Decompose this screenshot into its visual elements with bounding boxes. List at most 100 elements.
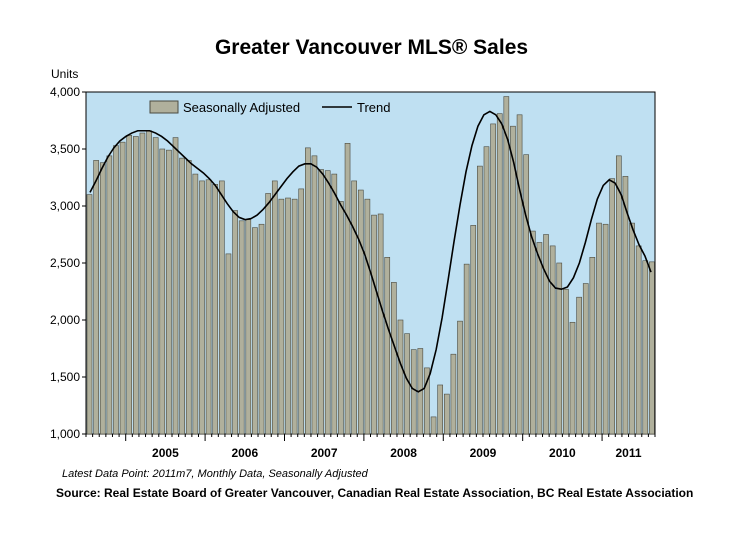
bar-56 [457,320,463,435]
bar-40 [351,180,357,435]
x-year-label: 2006 [231,446,258,460]
bar-69 [543,234,549,435]
chart-title: Greater Vancouver MLS® Sales [214,36,529,59]
x-year-label: 2005 [152,446,179,460]
bar-33 [305,147,311,435]
bar-65 [516,114,523,435]
legend: Seasonally Adjusted Trend [149,100,390,115]
bar-78 [602,223,609,435]
bar-42 [364,198,371,435]
bar-76 [589,256,596,435]
bar-53 [437,384,443,435]
bar-44 [377,213,384,435]
x-axis: 2005 2006 2007 2008 2009 2010 2011 [85,434,656,460]
x-year-label: 2010 [549,446,576,460]
bar-45 [384,256,391,435]
bar-83 [635,245,642,435]
bar-26 [258,223,265,435]
bar-6 [126,135,133,435]
bar-75 [582,283,589,435]
bar-59 [477,165,483,435]
bar-3 [106,155,113,435]
bar-17 [199,180,205,435]
bar-31 [291,198,298,435]
bar-46 [391,282,397,435]
bar-54 [443,393,450,435]
bar-16 [192,173,199,435]
bar-0 [86,194,93,435]
bar-52 [430,416,437,435]
bar-11 [159,148,166,435]
bar-79 [609,178,616,435]
bar-2 [99,162,106,435]
bar-22 [232,210,238,435]
bar-85 [649,261,655,435]
footnote: Latest Data Point: 2011m7, Monthly Data,… [62,468,368,480]
bar-21 [225,253,232,435]
bar-4 [113,145,119,435]
bar-51 [424,367,430,435]
bar-43 [371,214,377,435]
bar-15 [185,160,192,435]
y-axis: 1,000 1,500 2,000 2,500 3,000 3,500 4,000 [50,85,86,441]
y-tick-label: 4,000 [50,85,80,99]
bar-35 [318,169,324,435]
bar-74 [576,296,582,435]
bar-12 [166,149,172,435]
bar-10 [152,137,159,435]
bar-63 [503,96,510,435]
bar-71 [556,262,563,435]
x-year-label: 2009 [470,446,497,460]
bar-5 [119,141,126,435]
bar-14 [179,157,185,435]
x-year-label: 2008 [390,446,417,460]
bar-41 [357,189,364,435]
legend-label-trend: Trend [357,100,390,115]
bar-66 [523,154,529,435]
bar-57 [463,263,470,435]
bar-80 [615,155,622,435]
bar-70 [549,245,556,435]
bar-73 [569,321,576,435]
bar-36 [324,170,331,435]
bar-27 [265,193,271,435]
y-tick-label: 1,000 [50,427,80,441]
bar-60 [483,146,490,435]
bar-82 [629,222,635,435]
bar-28 [271,180,278,435]
bar-58 [470,225,477,435]
bar-23 [238,220,245,435]
y-tick-label: 3,000 [50,199,80,213]
bar-20 [219,180,225,435]
bar-61 [490,123,496,435]
bar-72 [563,288,569,435]
bar-55 [450,353,457,435]
legend-swatch-seasonally-adjusted [149,100,179,114]
legend-label-seasonally-adjusted: Seasonally Adjusted [183,100,300,115]
bar-19 [212,184,219,435]
bars-group [86,96,655,435]
bar-25 [252,227,258,435]
source-note: Source: Real Estate Board of Greater Van… [56,486,694,500]
x-year-label: 2011 [616,446,642,460]
bar-37 [331,173,338,435]
bar-32 [298,188,305,435]
bar-38 [338,201,344,435]
bar-84 [642,260,649,435]
x-year-label: 2007 [311,446,338,460]
bar-47 [397,319,404,435]
bar-18 [205,179,212,435]
bar-39 [344,143,351,435]
bar-7 [133,136,139,435]
y-tick-label: 2,000 [50,313,80,327]
bar-34 [311,155,318,435]
bar-62 [496,113,503,435]
bar-8 [139,132,146,435]
bar-1 [93,160,99,435]
bar-9 [146,130,152,435]
bar-81 [622,176,629,435]
bar-68 [536,242,543,435]
y-axis-label: Units [51,67,78,81]
bar-49 [410,349,417,435]
